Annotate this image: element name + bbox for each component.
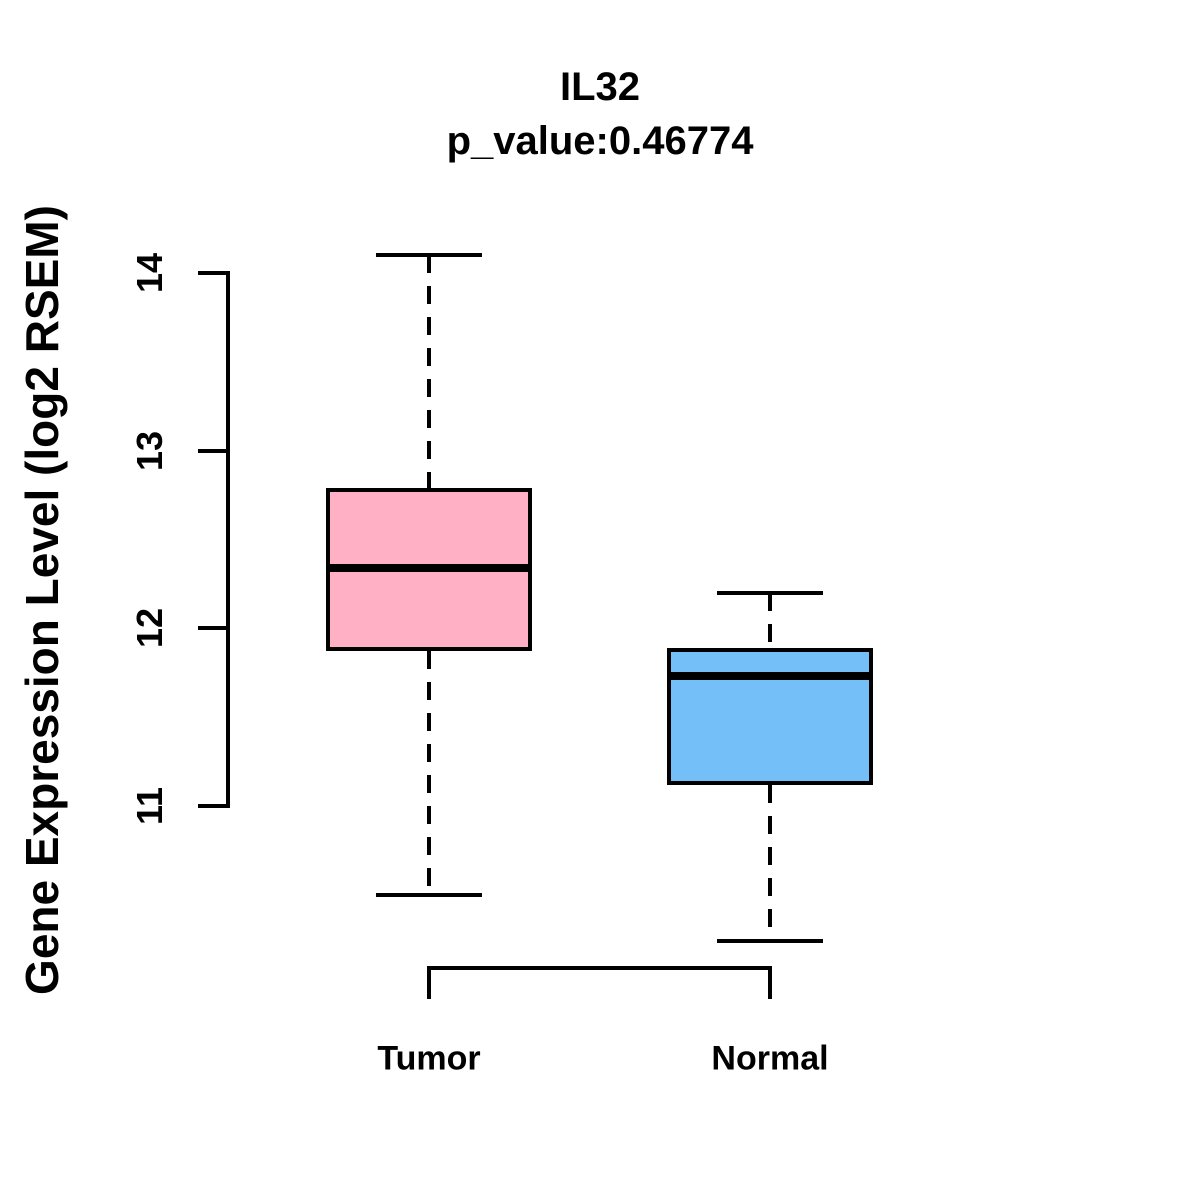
y-axis-line [226,271,230,808]
whisker-lower-tumor [427,651,431,895]
whisker-cap-lower-normal [717,939,823,944]
x-axis-bracket-line [427,966,772,970]
y-tick-line [198,804,226,808]
y-tick-label: 13 [129,430,170,471]
whisker-upper-normal [768,592,772,648]
y-tick-label: 14 [129,252,170,294]
median-tumor [326,563,532,572]
y-tick-line [198,626,226,631]
x-label-tumor: Tumor [377,1039,481,1078]
whisker-cap-lower-tumor [376,892,482,897]
y-tick-line [198,448,226,453]
x-label-normal: Normal [711,1039,829,1078]
whisker-cap-upper-tumor [376,253,482,258]
chart-subtitle: p_value:0.46774 [446,119,754,163]
x-axis-bracket-tick [768,966,772,999]
y-tick-line [198,271,226,275]
y-tick-label: 11 [129,786,170,826]
whisker-cap-upper-normal [717,590,823,595]
box-normal [667,647,873,785]
chart-title-block: IL32 p_value:0.46774 [0,60,1200,168]
whisker-lower-normal [768,784,772,942]
median-normal [667,672,873,681]
whisker-upper-tumor [427,255,431,488]
chart-title: IL32 [559,65,641,109]
y-tick-label: 12 [129,608,170,649]
x-axis-bracket-tick [427,966,431,999]
